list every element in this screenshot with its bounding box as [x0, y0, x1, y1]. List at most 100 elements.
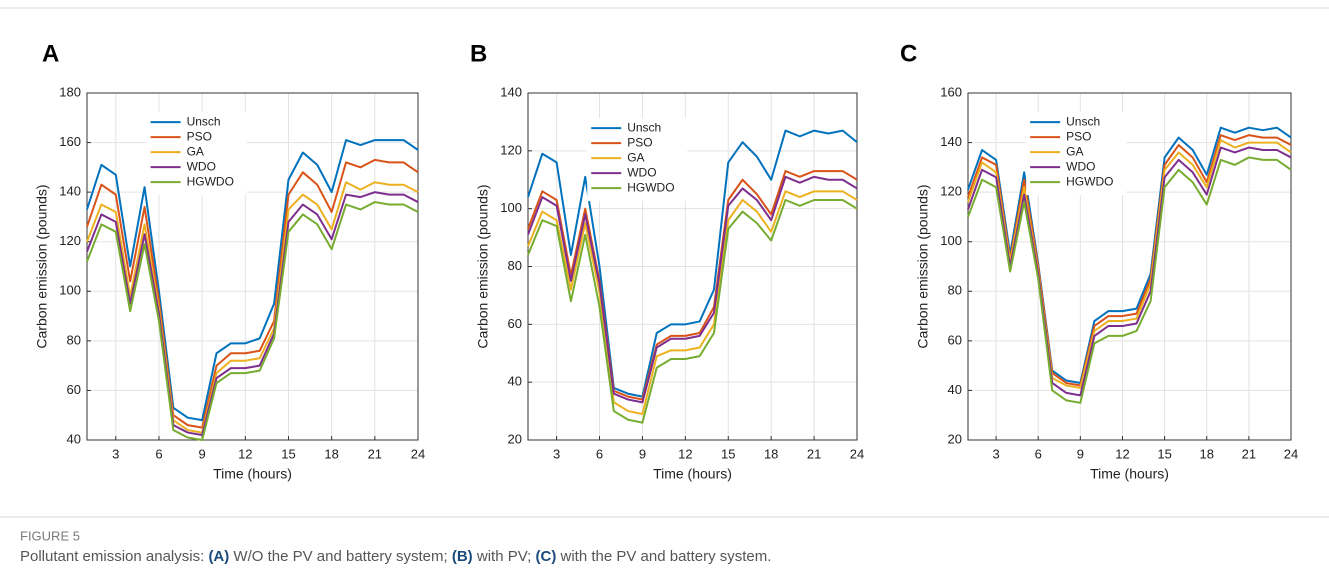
series-line	[967, 156, 1292, 404]
x-tick-label: 21	[368, 446, 382, 461]
x-axis-title: Time (hours)	[1090, 466, 1169, 482]
caption-part: (A)	[208, 548, 229, 565]
y-tick-label: 40	[948, 382, 962, 397]
legend-label: Unsch	[187, 114, 221, 128]
x-tick-label: 6	[596, 446, 603, 461]
series-line	[86, 139, 419, 422]
plot-frame	[86, 92, 419, 441]
legend-label: GA	[187, 144, 204, 158]
x-tick-label: 6	[1035, 446, 1042, 461]
x-axis-title: Time (hours)	[653, 466, 732, 482]
x-tick-label: 3	[992, 446, 999, 461]
caption-part: with the PV and battery system.	[556, 548, 771, 565]
legend-label: PSO	[1066, 129, 1091, 143]
y-tick-label: 140	[500, 84, 522, 99]
legend-label: HGWDO	[187, 174, 234, 188]
series-line	[86, 158, 419, 429]
y-tick-label: 160	[59, 134, 81, 149]
x-tick-label: 15	[281, 446, 295, 461]
y-tick-label: 80	[948, 283, 962, 298]
y-tick-label: 100	[500, 200, 522, 215]
series-line	[527, 198, 858, 424]
series-line	[527, 129, 858, 398]
x-tick-label: 15	[1157, 446, 1171, 461]
x-tick-label: 9	[199, 446, 206, 461]
x-tick-label: 15	[721, 446, 735, 461]
x-tick-label: 18	[324, 446, 338, 461]
caption-part: (C)	[536, 548, 557, 565]
series-line	[527, 190, 858, 415]
legend-label: PSO	[187, 129, 212, 143]
x-tick-label: 12	[678, 446, 692, 461]
x-tick-label: 9	[639, 446, 646, 461]
y-tick-label: 100	[940, 233, 962, 248]
legend-label: WDO	[1066, 159, 1095, 173]
y-axis-title: Carbon emission (pounds)	[475, 184, 491, 348]
y-axis-title: Carbon emission (pounds)	[915, 184, 931, 348]
caption-part: (B)	[452, 548, 473, 565]
plot-frame	[527, 92, 858, 441]
figure-label: FIGURE 5	[20, 528, 80, 543]
x-axis-title: Time (hours)	[213, 466, 292, 482]
y-tick-label: 120	[59, 233, 81, 248]
panel-label: A	[42, 40, 59, 67]
y-tick-label: 120	[500, 142, 522, 157]
legend-label: GA	[1066, 144, 1083, 158]
panel-label: B	[470, 40, 487, 67]
x-tick-label: 24	[850, 446, 864, 461]
series-line	[967, 146, 1292, 397]
y-tick-label: 60	[508, 316, 522, 331]
x-tick-label: 21	[807, 446, 821, 461]
y-tick-label: 120	[940, 184, 962, 199]
y-tick-label: 160	[940, 84, 962, 99]
series-line	[86, 181, 419, 434]
x-tick-label: 24	[1284, 446, 1298, 461]
legend-label: WDO	[187, 159, 216, 173]
legend-label: Unsch	[1066, 114, 1100, 128]
legend-label: WDO	[627, 165, 656, 179]
x-tick-label: 9	[1077, 446, 1084, 461]
legend-label: Unsch	[627, 120, 661, 134]
series-line	[967, 126, 1292, 384]
x-tick-label: 3	[553, 446, 560, 461]
figure-caption: Pollutant emission analysis: (A) W/O the…	[20, 548, 771, 565]
y-tick-label: 20	[508, 431, 522, 446]
x-tick-label: 18	[1200, 446, 1214, 461]
series-line	[967, 139, 1292, 389]
y-tick-label: 60	[67, 382, 81, 397]
y-tick-label: 20	[948, 431, 962, 446]
y-tick-label: 40	[67, 431, 81, 446]
x-tick-label: 24	[411, 446, 425, 461]
y-tick-label: 100	[59, 283, 81, 298]
legend-label: HGWDO	[1066, 174, 1113, 188]
y-tick-label: 80	[67, 332, 81, 347]
series-line	[967, 134, 1292, 387]
caption-part: Pollutant emission analysis:	[20, 548, 208, 565]
y-tick-label: 80	[508, 258, 522, 273]
series-line	[86, 191, 419, 437]
caption-part: with PV;	[473, 548, 536, 565]
series-line	[527, 175, 858, 404]
y-tick-label: 140	[59, 184, 81, 199]
caption-part: W/O the PV and battery system;	[229, 548, 452, 565]
y-axis-title: Carbon emission (pounds)	[34, 184, 50, 348]
y-tick-label: 40	[508, 374, 522, 389]
x-tick-label: 6	[155, 446, 162, 461]
series-line	[86, 201, 419, 441]
y-tick-label: 60	[948, 332, 962, 347]
legend-label: PSO	[627, 135, 652, 149]
x-tick-label: 21	[1242, 446, 1256, 461]
plot-area	[87, 93, 418, 440]
panel-label: C	[900, 40, 917, 67]
legend-label: GA	[627, 150, 644, 164]
y-tick-label: 140	[940, 134, 962, 149]
series-line	[527, 170, 858, 401]
plot-frame	[967, 92, 1292, 441]
x-tick-label: 12	[238, 446, 252, 461]
legend-label: HGWDO	[627, 180, 674, 194]
x-tick-label: 3	[112, 446, 119, 461]
y-tick-label: 180	[59, 84, 81, 99]
x-tick-label: 12	[1115, 446, 1129, 461]
x-tick-label: 18	[764, 446, 778, 461]
